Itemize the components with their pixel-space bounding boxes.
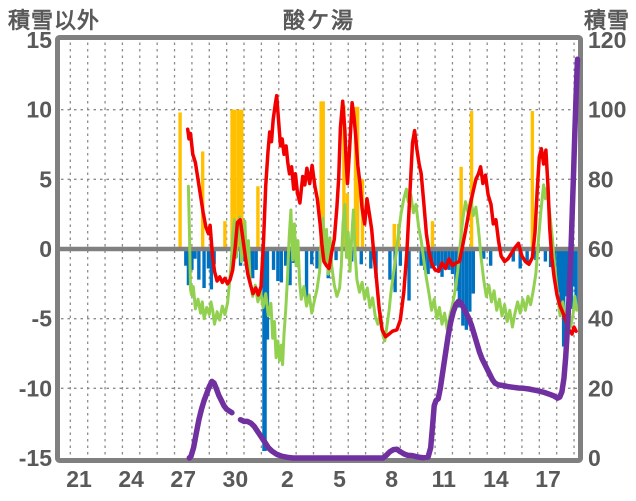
chart-title: 酸ケ湯 — [282, 8, 355, 33]
svg-text:100: 100 — [588, 97, 626, 123]
svg-text:30: 30 — [223, 466, 249, 492]
right-axis-title: 積雪 — [583, 8, 630, 33]
svg-text:0: 0 — [39, 236, 52, 262]
svg-text:15: 15 — [26, 27, 52, 53]
x-axis-tick-labels: 21 24 27 30 2 5 8 11 14 17 — [66, 466, 561, 492]
svg-text:20: 20 — [588, 375, 614, 401]
svg-text:24: 24 — [118, 466, 144, 492]
svg-text:14: 14 — [483, 466, 509, 492]
svg-text:11: 11 — [432, 466, 457, 492]
svg-text:8: 8 — [385, 466, 398, 492]
purple-snow-depth-line — [186, 56, 581, 461]
svg-text:27: 27 — [170, 466, 196, 492]
horizontal-gridlines — [61, 109, 577, 389]
green-temperature-line — [186, 183, 579, 367]
svg-text:5: 5 — [333, 466, 346, 492]
svg-text:120: 120 — [588, 27, 626, 53]
svg-text:-10: -10 — [19, 375, 52, 401]
svg-text:60: 60 — [588, 236, 614, 262]
svg-text:10: 10 — [26, 97, 52, 123]
svg-text:80: 80 — [588, 166, 614, 192]
svg-text:40: 40 — [588, 306, 614, 332]
left-axis-title: 積雪以外 — [8, 8, 101, 33]
left-axis-tick-labels: 15 10 5 0 -5 -10 -15 — [19, 27, 52, 471]
right-axis-tick-labels: 120 100 80 60 40 20 0 — [588, 27, 626, 471]
svg-text:-5: -5 — [32, 306, 53, 332]
svg-text:17: 17 — [535, 466, 561, 492]
svg-text:21: 21 — [66, 466, 92, 492]
svg-text:-15: -15 — [19, 445, 52, 471]
svg-text:5: 5 — [39, 166, 52, 192]
svg-text:0: 0 — [588, 445, 601, 471]
svg-text:2: 2 — [281, 466, 294, 492]
red-temperature-line — [185, 93, 578, 339]
